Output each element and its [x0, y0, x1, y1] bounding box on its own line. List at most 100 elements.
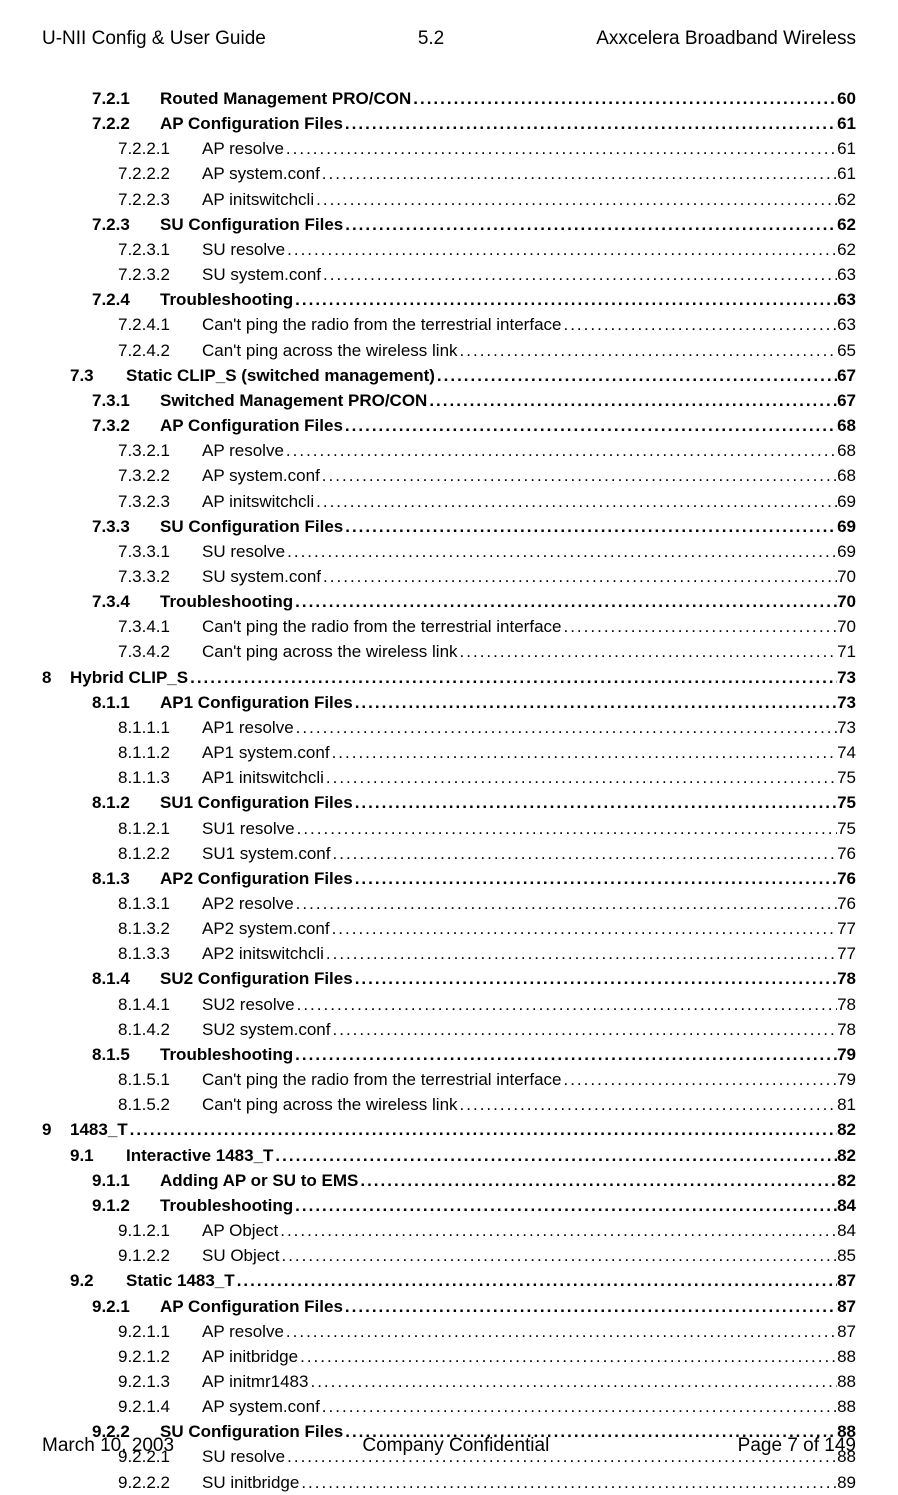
- toc-page-number: 67: [837, 388, 856, 413]
- toc-page-number: 87: [837, 1268, 856, 1293]
- toc-number: 7.3.2: [92, 413, 160, 438]
- toc-number: 8.1.1.1: [118, 715, 202, 740]
- toc-number: 7.2.3.1: [118, 237, 202, 262]
- toc-number: 7.2.4.2: [118, 338, 202, 363]
- toc-leader-dots: ........................................…: [331, 841, 838, 866]
- toc-leader-dots: ........................................…: [561, 312, 837, 337]
- toc-page-number: 63: [837, 262, 856, 287]
- toc-leader-dots: ........................................…: [284, 136, 837, 161]
- toc-entry: 9.2.1.4AP system.conf...................…: [42, 1394, 856, 1419]
- toc-title: Can't ping across the wireless link: [202, 1092, 458, 1117]
- toc-number: 9.2.1.3: [118, 1369, 202, 1394]
- toc-number: 8.1.5: [92, 1042, 160, 1067]
- toc-leader-dots: ........................................…: [343, 1294, 837, 1319]
- toc-entry: 7.2.2.3AP initswitchcli.................…: [42, 187, 856, 212]
- toc-number: 9.1.2: [92, 1193, 160, 1218]
- toc-leader-dots: ........................................…: [435, 363, 837, 388]
- toc-leader-dots: ........................................…: [285, 237, 837, 262]
- toc-title: SU system.conf: [202, 564, 321, 589]
- toc-title: AP1 resolve: [202, 715, 294, 740]
- toc-page-number: 68: [837, 463, 856, 488]
- toc-leader-dots: ........................................…: [353, 866, 837, 891]
- toc-number: 8.1.3.2: [118, 916, 202, 941]
- toc-number: 7.2.2.2: [118, 161, 202, 186]
- toc-number: 9.1.1: [92, 1168, 160, 1193]
- toc-title: AP Configuration Files: [160, 1294, 343, 1319]
- toc-entry: 7.3.4Troubleshooting....................…: [42, 589, 856, 614]
- toc-number: 7.2.2.3: [118, 187, 202, 212]
- toc-page-number: 82: [837, 1143, 856, 1168]
- toc-entry: 8.1.1AP1 Configuration Files............…: [42, 690, 856, 715]
- toc-title: AP initmr1483: [202, 1369, 308, 1394]
- toc-entry: 9.2.1AP Configuration Files.............…: [42, 1294, 856, 1319]
- toc-page-number: 70: [837, 614, 856, 639]
- toc-entry: 7.3.3SU Configuration Files.............…: [42, 514, 856, 539]
- toc-title: AP1 Configuration Files: [160, 690, 353, 715]
- toc-number: 8.1.2.1: [118, 816, 202, 841]
- toc-number: 7.3.1: [92, 388, 160, 413]
- toc-title: Can't ping across the wireless link: [202, 639, 458, 664]
- toc-title: AP system.conf: [202, 1394, 320, 1419]
- toc-title: AP1 system.conf: [202, 740, 330, 765]
- toc-entry: 7.2.4.2Can't ping across the wireless li…: [42, 338, 856, 363]
- toc-page-number: 88: [837, 1394, 856, 1419]
- toc-leader-dots: ........................................…: [295, 816, 837, 841]
- toc-page-number: 69: [837, 539, 856, 564]
- toc-page-number: 88: [837, 1369, 856, 1394]
- toc-number: 8.1.3.3: [118, 941, 202, 966]
- toc-leader-dots: ........................................…: [458, 1092, 838, 1117]
- toc-leader-dots: ........................................…: [314, 187, 837, 212]
- toc-entry: 8.1.2SU1 Configuration Files............…: [42, 790, 856, 815]
- toc-title: Adding AP or SU to EMS: [160, 1168, 358, 1193]
- toc-page-number: 73: [837, 690, 856, 715]
- toc-number: 8.1.4.1: [118, 992, 202, 1017]
- toc-title: AP2 system.conf: [202, 916, 330, 941]
- toc-number: 9.2.1.2: [118, 1344, 202, 1369]
- toc-entry: 7.3.3.1SU resolve.......................…: [42, 539, 856, 564]
- toc-entry: 9.1.2.1AP Object........................…: [42, 1218, 856, 1243]
- toc-leader-dots: ........................................…: [561, 614, 837, 639]
- toc-page-number: 69: [837, 514, 856, 539]
- toc-title: Interactive 1483_T: [126, 1143, 273, 1168]
- toc-title: AP resolve: [202, 438, 284, 463]
- toc-entry: 7.2.2.1AP resolve.......................…: [42, 136, 856, 161]
- toc-leader-dots: ........................................…: [411, 86, 837, 111]
- toc-entry: 8.1.5.2Can't ping across the wireless li…: [42, 1092, 856, 1117]
- toc-number: 8.1.2: [92, 790, 160, 815]
- toc-page-number: 73: [837, 665, 856, 690]
- toc-entry: 8.1.1.1AP1 resolve......................…: [42, 715, 856, 740]
- toc-title: AP initbridge: [202, 1344, 298, 1369]
- toc-leader-dots: ........................................…: [353, 790, 837, 815]
- toc-number: 9: [42, 1117, 70, 1142]
- toc-title: SU Configuration Files: [160, 212, 343, 237]
- toc-number: 7.3.2.3: [118, 489, 202, 514]
- toc-leader-dots: ........................................…: [293, 287, 837, 312]
- toc-title: AP2 initswitchcli: [202, 941, 324, 966]
- toc-number: 7.3.3: [92, 514, 160, 539]
- toc-page-number: 75: [837, 790, 856, 815]
- toc-number: 9.1: [70, 1143, 126, 1168]
- toc-entry: 7.2.3.1SU resolve.......................…: [42, 237, 856, 262]
- toc-page-number: 73: [837, 715, 856, 740]
- toc-leader-dots: ........................................…: [293, 1193, 837, 1218]
- toc-number: 7.3.4: [92, 589, 160, 614]
- toc-leader-dots: ........................................…: [353, 690, 837, 715]
- toc-entry: 7.3.4.2Can't ping across the wireless li…: [42, 639, 856, 664]
- toc-page-number: 84: [837, 1218, 856, 1243]
- toc-title: Hybrid CLIP_S: [70, 665, 188, 690]
- toc-leader-dots: ........................................…: [343, 111, 837, 136]
- toc-page-number: 89: [837, 1470, 856, 1495]
- toc-entry: 7.3.2.1AP resolve.......................…: [42, 438, 856, 463]
- toc-entry: 7.2.2AP Configuration Files.............…: [42, 111, 856, 136]
- toc-leader-dots: ........................................…: [299, 1470, 837, 1495]
- toc-page-number: 87: [837, 1319, 856, 1344]
- toc-number: 9.2: [70, 1268, 126, 1293]
- toc-leader-dots: ........................................…: [314, 489, 837, 514]
- toc-title: SU2 Configuration Files: [160, 966, 353, 991]
- toc-title: AP resolve: [202, 1319, 284, 1344]
- toc-leader-dots: ........................................…: [273, 1143, 837, 1168]
- toc-title: SU Configuration Files: [160, 514, 343, 539]
- toc-number: 7.3.4.1: [118, 614, 202, 639]
- toc-entry: 7.3.2.2AP system.conf...................…: [42, 463, 856, 488]
- toc-title: SU initbridge: [202, 1470, 299, 1495]
